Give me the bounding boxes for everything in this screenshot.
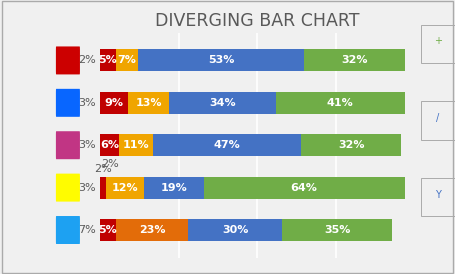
Bar xyxy=(100,92,128,114)
Bar xyxy=(106,176,144,199)
FancyBboxPatch shape xyxy=(56,216,80,244)
Bar xyxy=(188,219,282,241)
Text: 41%: 41% xyxy=(327,98,354,108)
Text: 35%: 35% xyxy=(324,225,350,235)
Bar xyxy=(204,176,404,199)
Bar xyxy=(116,49,138,72)
Text: 2%: 2% xyxy=(78,55,96,65)
Bar xyxy=(301,134,401,156)
Text: 32%: 32% xyxy=(341,55,368,65)
Bar xyxy=(153,134,301,156)
Text: 23%: 23% xyxy=(139,225,165,235)
Text: 7%: 7% xyxy=(117,55,136,65)
Bar xyxy=(144,176,204,199)
Text: 64%: 64% xyxy=(291,182,318,193)
Bar xyxy=(138,49,304,72)
Text: 13%: 13% xyxy=(136,98,162,108)
Text: 9%: 9% xyxy=(105,98,124,108)
Text: 2%: 2% xyxy=(101,159,118,169)
Text: 19%: 19% xyxy=(161,182,187,193)
Text: 6%: 6% xyxy=(100,140,119,150)
FancyBboxPatch shape xyxy=(56,131,80,159)
Bar xyxy=(100,49,116,72)
FancyBboxPatch shape xyxy=(56,174,80,202)
Bar xyxy=(169,92,276,114)
Text: 3%: 3% xyxy=(78,140,96,150)
Text: 3%: 3% xyxy=(78,182,96,193)
Text: 5%: 5% xyxy=(99,225,117,235)
FancyBboxPatch shape xyxy=(56,89,80,117)
Text: 12%: 12% xyxy=(112,182,138,193)
Text: 53%: 53% xyxy=(208,55,234,65)
Text: 34%: 34% xyxy=(209,98,236,108)
Text: +: + xyxy=(434,36,442,46)
Text: 2%: 2% xyxy=(94,164,112,174)
Text: 5%: 5% xyxy=(99,55,117,65)
Bar xyxy=(282,219,392,241)
Text: 3%: 3% xyxy=(78,98,96,108)
Bar xyxy=(100,176,106,199)
Bar xyxy=(100,134,119,156)
Text: 30%: 30% xyxy=(222,225,248,235)
Bar xyxy=(119,134,153,156)
Bar xyxy=(100,219,116,241)
Text: /: / xyxy=(436,113,440,123)
Text: Y: Y xyxy=(435,190,440,199)
Bar xyxy=(128,92,169,114)
Text: 47%: 47% xyxy=(214,140,241,150)
Bar xyxy=(116,219,188,241)
FancyBboxPatch shape xyxy=(56,47,80,75)
Title: DIVERGING BAR CHART: DIVERGING BAR CHART xyxy=(155,12,359,30)
Text: 32%: 32% xyxy=(338,140,364,150)
Text: 11%: 11% xyxy=(123,140,150,150)
Text: 7%: 7% xyxy=(78,225,96,235)
Bar xyxy=(304,49,404,72)
Bar xyxy=(276,92,404,114)
